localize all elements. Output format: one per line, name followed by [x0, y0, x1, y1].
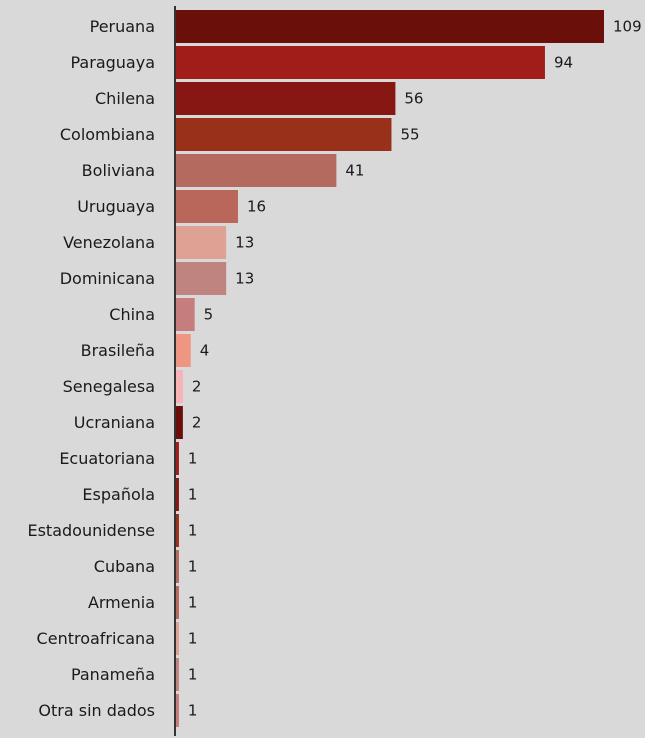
bar-14 [175, 514, 179, 547]
value-label: 1 [188, 594, 198, 612]
bar-2 [175, 82, 396, 115]
value-label: 1 [188, 522, 198, 540]
value-labels: 109 94 56 55 41 16 13 13 5 4 2 2 1 1 1 1 1 1 1 1 [188, 18, 642, 720]
bar-13 [175, 478, 179, 511]
category-label: Ecuatoriana [59, 449, 155, 468]
bar-16 [175, 586, 179, 619]
category-label: Otra sin dados [38, 701, 155, 720]
value-label: 55 [400, 126, 419, 144]
bar-15 [175, 550, 179, 583]
bar-1 [175, 46, 545, 79]
value-label: 1 [188, 630, 198, 648]
value-label: 1 [188, 558, 198, 576]
category-label: Cubana [94, 557, 155, 576]
category-label: Armenia [88, 593, 155, 612]
value-label: 2 [192, 378, 202, 396]
category-label: Estadounidense [27, 521, 155, 540]
value-label: 5 [204, 306, 214, 324]
value-label: 109 [613, 18, 642, 36]
value-label: 41 [345, 162, 364, 180]
category-label: Colombiana [60, 125, 155, 144]
bar-17 [175, 622, 179, 655]
bar-11 [175, 406, 183, 439]
value-label: 1 [188, 486, 198, 504]
value-label: 13 [235, 270, 254, 288]
category-label: Dominicana [60, 269, 155, 288]
bar-7 [175, 262, 227, 295]
bar-10 [175, 370, 183, 403]
category-label: Panameña [71, 665, 155, 684]
category-label: Chilena [95, 89, 155, 108]
category-label: Ucraniana [74, 413, 155, 432]
bar-5 [175, 190, 238, 223]
category-label: Venezolana [63, 233, 155, 252]
category-label: Uruguaya [77, 197, 155, 216]
value-label: 1 [188, 702, 198, 720]
value-label: 16 [247, 198, 266, 216]
category-label: Brasileña [81, 341, 155, 360]
category-label: Española [82, 485, 155, 504]
value-label: 4 [200, 342, 210, 360]
value-label: 2 [192, 414, 202, 432]
bar-4 [175, 154, 337, 187]
bars-group [175, 10, 604, 727]
category-labels: Peruana Paraguaya Chilena Colombiana Bolivia… [27, 17, 155, 720]
bar-12 [175, 442, 179, 475]
bar-9 [175, 334, 191, 367]
value-label: 56 [404, 90, 423, 108]
bar-3 [175, 118, 392, 151]
value-label: 1 [188, 666, 198, 684]
category-label: Boliviana [82, 161, 155, 180]
bar-18 [175, 658, 179, 691]
bar-8 [175, 298, 195, 331]
category-label: China [109, 305, 155, 324]
category-label: Paraguaya [71, 53, 156, 72]
category-label: Senegalesa [63, 377, 155, 396]
category-label: Centroafricana [37, 629, 155, 648]
bar-0 [175, 10, 604, 43]
category-label: Peruana [90, 17, 155, 36]
bar-19 [175, 694, 179, 727]
bar-6 [175, 226, 227, 259]
value-label: 1 [188, 450, 198, 468]
value-label: 94 [554, 54, 573, 72]
value-label: 13 [235, 234, 254, 252]
